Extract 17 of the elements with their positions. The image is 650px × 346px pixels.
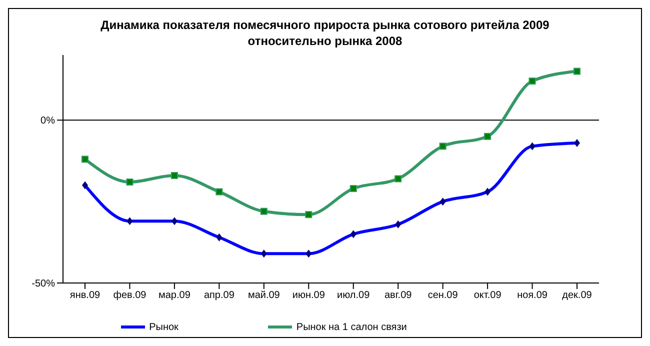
- chart-title: Динамика показателя помесячного прироста рынка сотового ритейла 2009 относительно рынка 2008: [100, 17, 550, 49]
- x-tick-label: ноя.09: [517, 290, 548, 302]
- x-tick-label: май.09: [248, 290, 280, 302]
- y-tick-label: 0%: [40, 116, 56, 127]
- y-tick-label: -50%: [32, 278, 56, 290]
- x-tick-label: сен.09: [428, 290, 458, 302]
- x-tick-label: окт.09: [474, 290, 502, 302]
- legend-label: Рынок на 1 салон связи: [296, 322, 407, 333]
- x-tick-label: июл.09: [337, 290, 370, 302]
- x-tick-label: апр.09: [204, 290, 235, 302]
- x-tick-label: янв.09: [70, 290, 101, 302]
- legend-label: Рынок: [149, 322, 178, 333]
- x-tick-label: дек.09: [562, 290, 592, 302]
- x-tick-label: авг.09: [384, 290, 412, 302]
- x-tick-label: мар.09: [158, 290, 191, 302]
- x-tick-label: фев.09: [113, 290, 147, 302]
- x-tick-label: июн.09: [292, 290, 326, 302]
